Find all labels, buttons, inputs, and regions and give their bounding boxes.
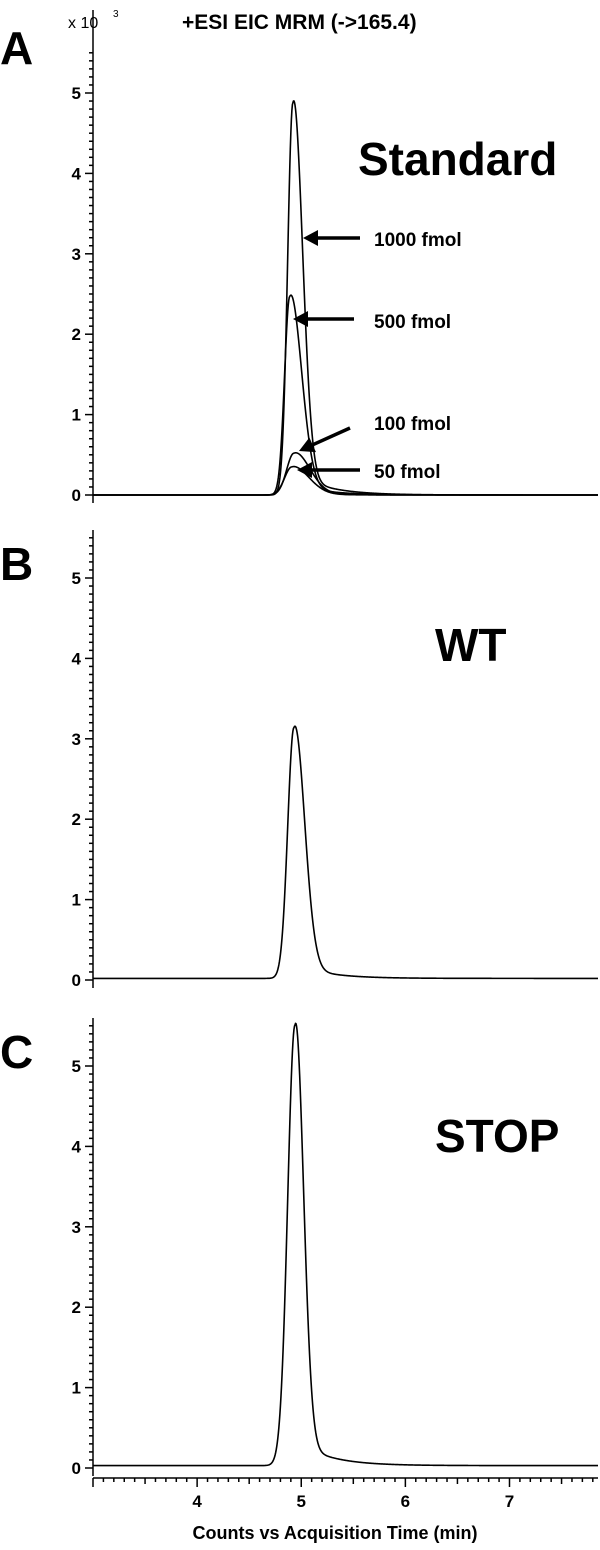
chromatogram-trace <box>92 725 599 980</box>
sample-label: STOP <box>435 1110 559 1162</box>
y-tick-label: 0 <box>72 971 81 990</box>
arrow-head <box>293 311 308 327</box>
panel-letter-b: B <box>0 538 33 590</box>
y-tick-label: 5 <box>72 84 81 103</box>
arrow-head <box>297 462 312 478</box>
y-tick-label: 5 <box>72 1057 81 1076</box>
chromatogram-trace <box>92 451 599 496</box>
y-tick-label: 1 <box>72 406 81 425</box>
y-unit-exponent: 3 <box>113 9 119 20</box>
x-tick-label: 5 <box>297 1492 306 1511</box>
x-tick-label: 4 <box>192 1492 202 1511</box>
annotation-label: 1000 fmol <box>374 230 462 251</box>
annotation-label: 100 fmol <box>374 414 451 435</box>
arrow-head <box>303 230 318 246</box>
chromatogram-trace <box>92 1022 599 1467</box>
sample-label: Standard <box>358 133 557 185</box>
y-tick-label: 2 <box>72 810 81 829</box>
y-tick-label: 4 <box>72 164 82 183</box>
y-tick-label: 0 <box>72 1459 81 1478</box>
y-tick-label: 3 <box>72 730 81 749</box>
x-tick-label: 6 <box>401 1492 410 1511</box>
sample-label: WT <box>435 619 507 671</box>
chart-title: +ESI EIC MRM (->165.4) <box>182 11 417 34</box>
chromatogram-trace <box>92 465 599 496</box>
y-tick-label: 2 <box>72 325 81 344</box>
panel-b: 0 1 2 3 4 5 WT <box>72 530 599 990</box>
annotation-label: 50 fmol <box>374 462 441 483</box>
y-tick-label: 4 <box>72 649 82 668</box>
y-tick-label: 5 <box>72 569 81 588</box>
y-tick-label: 3 <box>72 245 81 264</box>
y-tick-label: 4 <box>72 1137 82 1156</box>
panel-letter-c: C <box>0 1026 33 1078</box>
panel-letter-a: A <box>0 22 33 74</box>
x-axis-label: Counts vs Acquisition Time (min) <box>192 1523 477 1543</box>
arrow-line <box>311 426 351 447</box>
x-tick-label: 7 <box>505 1492 514 1511</box>
y-unit-label: x 10 <box>68 15 98 32</box>
panel-c: 0 1 2 3 4 5 4 5 6 7 STOP <box>72 1018 599 1511</box>
arrow-head <box>299 437 316 453</box>
chromatogram-trace <box>92 294 599 496</box>
annotation-label: 500 fmol <box>374 312 451 333</box>
y-tick-label: 2 <box>72 1298 81 1317</box>
panel-a: 0 1 2 3 4 5 Standard 1000 fmol 500 fmol 100 fmol 5… <box>72 10 599 505</box>
y-tick-label: 0 <box>72 486 81 505</box>
y-tick-label: 3 <box>72 1218 81 1237</box>
y-tick-label: 1 <box>72 1379 81 1398</box>
y-tick-label: 1 <box>72 891 81 910</box>
